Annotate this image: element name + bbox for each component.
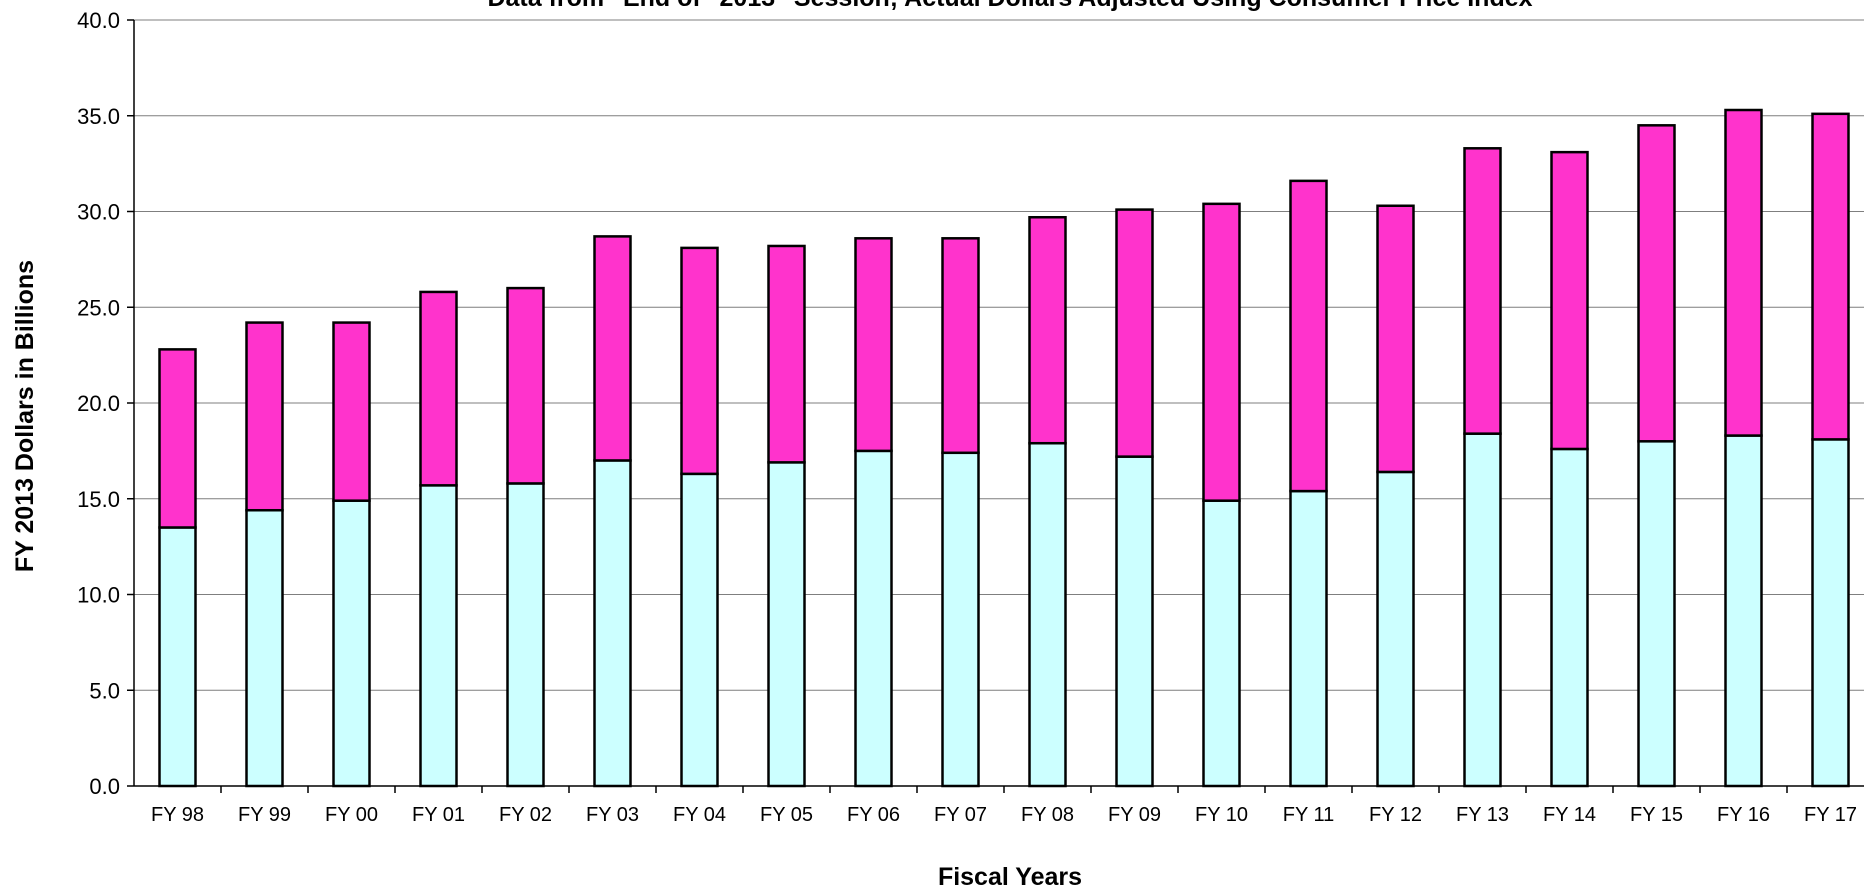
bar-segment-series-1: [1550, 447, 1589, 788]
bar-segment-series-2: [1202, 202, 1241, 502]
bar-segment-series-2: [419, 290, 458, 487]
x-tick-label: FY 98: [151, 804, 204, 826]
x-tick-label: FY 14: [1543, 804, 1596, 826]
bar-segment-series-1: [1028, 441, 1067, 788]
x-tick-label: FY 08: [1021, 804, 1074, 826]
bars: [158, 108, 1850, 788]
bar-segment-series-1: [941, 451, 980, 788]
bar-segment-series-1: [767, 461, 806, 788]
x-tick-label: FY 15: [1630, 804, 1683, 826]
bar-segment-series-1: [1376, 470, 1415, 788]
x-tick-label: FY 13: [1456, 804, 1509, 826]
y-tick-label: 35.0: [77, 104, 120, 129]
x-tick-label: FY 02: [499, 804, 552, 826]
y-axis-ticks: 0.0 5.0 10.0 15.0 20.0 25.0 30.0 35.0 40.0: [77, 8, 134, 799]
bar-segment-series-2: [1115, 208, 1154, 458]
bar-segment-series-1: [506, 482, 545, 788]
x-tick-label: FY 00: [325, 804, 378, 826]
x-tick-label: FY 06: [847, 804, 900, 826]
bar-segment-series-2: [854, 237, 893, 453]
bar-segment-series-2: [767, 244, 806, 464]
bar-segment-series-1: [1202, 499, 1241, 788]
bar-segment-series-2: [1724, 108, 1763, 437]
y-tick-label: 40.0: [77, 8, 120, 33]
x-tick-label: FY 17: [1804, 804, 1857, 826]
y-tick-label: 15.0: [77, 487, 120, 512]
bar-segment-series-1: [680, 472, 719, 788]
bar-segment-series-2: [1376, 204, 1415, 474]
x-tick-label: FY 05: [760, 804, 813, 826]
bar-segment-series-2: [1637, 124, 1676, 443]
x-axis-title: Fiscal Years: [938, 863, 1082, 889]
x-tick-label: FY 01: [412, 804, 465, 826]
bar-segment-series-1: [419, 484, 458, 788]
x-tick-label: FY 11: [1283, 804, 1335, 826]
bar-segment-series-2: [941, 237, 980, 455]
y-tick-label: 25.0: [77, 295, 120, 320]
bar-segment-series-2: [506, 286, 545, 485]
bar-segment-series-2: [680, 246, 719, 476]
x-tick-label: FY 07: [934, 804, 987, 826]
bar-segment-series-1: [1637, 440, 1676, 788]
bar-segment-series-2: [1289, 179, 1328, 493]
bar-segment-series-1: [1289, 489, 1328, 788]
bar-segment-series-2: [593, 235, 632, 462]
bar-segment-series-2: [1463, 147, 1502, 435]
y-tick-label: 5.0: [89, 678, 120, 703]
bar-segment-series-2: [332, 321, 371, 502]
y-tick-label: 30.0: [77, 200, 120, 225]
x-tick-label: FY 03: [586, 804, 639, 826]
x-axis-ticks: FY 98 FY 99 FY 00 FY 01 FY 02 FY 03 FY 04 FY 05…: [151, 786, 1857, 826]
bar-segment-series-2: [245, 321, 284, 512]
y-tick-label: 10.0: [77, 583, 120, 608]
x-tick-label: FY 09: [1108, 804, 1161, 826]
bar-segment-series-1: [1463, 432, 1502, 788]
gridlines: [134, 19, 1864, 691]
y-tick-label: 0.0: [89, 774, 120, 799]
bar-segment-series-1: [332, 499, 371, 788]
x-tick-label: FY 04: [673, 804, 726, 826]
bar-segment-series-2: [1550, 150, 1589, 451]
x-tick-label: FY 16: [1717, 804, 1770, 826]
y-axis-title: FY 2013 Dollars in Billions: [11, 260, 39, 572]
x-tick-label: FY 99: [238, 804, 291, 826]
bar-segment-series-1: [854, 449, 893, 788]
bar-segment-series-1: [1115, 455, 1154, 788]
bar-segment-series-1: [158, 526, 197, 788]
x-tick-label: FY 10: [1195, 804, 1248, 826]
bar-segment-series-1: [593, 459, 632, 788]
bar-segment-series-1: [245, 508, 284, 788]
bar-segment-series-2: [1811, 112, 1850, 441]
bar-segment-series-2: [158, 348, 197, 529]
x-tick-label: FY 12: [1369, 804, 1422, 826]
y-tick-label: 20.0: [77, 391, 120, 416]
bar-segment-series-1: [1811, 438, 1850, 788]
bar-segment-series-1: [1724, 434, 1763, 788]
chart-title: Data from "End of" 2013" Session; Actual…: [487, 0, 1532, 12]
bar-segment-series-2: [1028, 215, 1067, 445]
